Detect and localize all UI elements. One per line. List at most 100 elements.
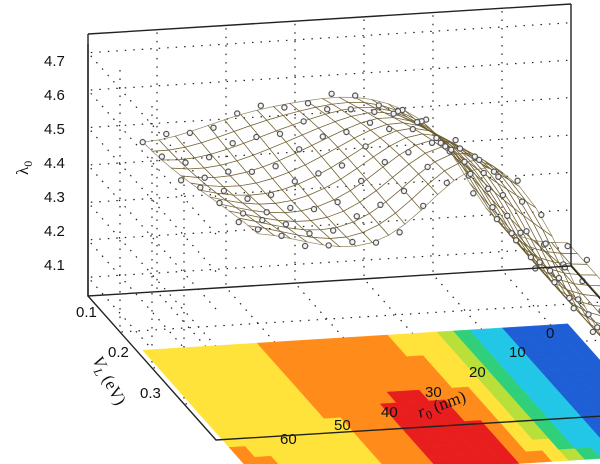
data-point	[244, 195, 251, 202]
floor-cell	[575, 390, 600, 403]
surface-cell	[395, 127, 424, 139]
data-point	[527, 254, 535, 261]
data-point	[551, 279, 558, 286]
data-point	[390, 110, 397, 117]
data-point	[490, 168, 498, 175]
z-tick-label: 4.3	[44, 189, 65, 206]
data-point	[253, 133, 260, 141]
z-tick-label: 4.6	[44, 87, 65, 104]
floor-cell	[581, 435, 600, 448]
data-point	[433, 134, 440, 142]
data-point	[334, 198, 341, 206]
z-tick-label: 4.5	[44, 121, 65, 138]
data-point	[377, 201, 384, 208]
data-point	[177, 177, 185, 184]
surface-cell	[200, 136, 228, 155]
box-edge	[87, 3, 572, 35]
surface-cell	[356, 156, 384, 180]
surface-cell	[266, 115, 294, 132]
floor-cell	[345, 461, 365, 464]
data-point	[248, 168, 256, 175]
data-point	[538, 211, 545, 219]
surface-cell	[293, 220, 322, 231]
data-point	[476, 156, 483, 164]
surface-cell	[330, 157, 358, 180]
data-point	[235, 218, 242, 226]
data-point	[220, 187, 228, 195]
data-point	[456, 145, 464, 152]
data-point	[442, 143, 449, 150]
floor-cell	[592, 389, 600, 400]
data-point	[304, 99, 312, 107]
floor-cell	[460, 454, 486, 464]
floor-cell	[411, 457, 434, 464]
data-point	[287, 204, 294, 212]
surface-cell	[308, 113, 336, 129]
data-point	[325, 242, 332, 249]
data-point	[428, 139, 436, 146]
surface-cell	[223, 114, 251, 132]
surface-cell	[360, 118, 388, 131]
box-edge	[87, 265, 600, 441]
grid-line	[86, 59, 572, 235]
z-axis-label: λ0	[13, 161, 35, 175]
surface-cell	[297, 176, 325, 196]
data-point	[272, 162, 279, 170]
y-tick-label: 30	[425, 384, 442, 401]
data-point	[574, 296, 582, 303]
floor-cell	[254, 455, 279, 464]
data-point	[396, 229, 403, 236]
surface-cell	[401, 173, 429, 200]
data-point	[493, 215, 501, 223]
data-point	[281, 104, 288, 111]
surface-cell	[427, 170, 455, 196]
z-tick-label: 4.1	[44, 257, 65, 274]
surface-cell	[324, 109, 353, 123]
data-point	[349, 238, 356, 246]
data-point	[495, 173, 502, 180]
y-tick-label: 0	[546, 325, 554, 342]
surface-cell	[550, 242, 579, 254]
surface-cell	[267, 212, 296, 222]
data-point	[414, 118, 421, 126]
surface-cell	[190, 182, 217, 194]
data-point	[471, 153, 478, 160]
data-point	[409, 125, 416, 133]
floor-cell	[476, 453, 503, 464]
surface-cell	[525, 201, 553, 237]
surface-cell	[394, 198, 422, 225]
data-point	[589, 328, 597, 336]
surface-cell	[379, 130, 407, 147]
x-tick-label: 0.3	[140, 385, 161, 402]
floor-cell	[378, 459, 400, 464]
data-point	[296, 146, 303, 153]
data-point	[353, 213, 360, 220]
surface-cell	[288, 100, 317, 112]
surface-cell	[247, 225, 276, 237]
grid-line	[119, 70, 600, 333]
surface-cell	[151, 149, 180, 161]
data-points	[139, 90, 600, 336]
z-tick-label: 4.4	[44, 155, 65, 172]
data-point	[210, 124, 217, 131]
surface-cell	[424, 146, 452, 163]
data-point	[424, 163, 431, 171]
data-point	[163, 130, 170, 138]
data-point	[452, 136, 459, 144]
data-point	[443, 179, 450, 187]
data-point	[330, 227, 337, 234]
surface-cell	[264, 227, 291, 239]
surface-cell	[336, 221, 364, 238]
data-point	[259, 216, 266, 224]
data-point	[542, 240, 549, 247]
surface-cell	[205, 185, 235, 196]
data-point	[448, 146, 455, 153]
surface-cell	[389, 137, 417, 156]
surface-cell	[170, 167, 199, 178]
data-point	[343, 128, 350, 136]
floor-cell	[444, 455, 469, 464]
floor-cell	[362, 460, 383, 464]
data-point	[366, 119, 374, 127]
surface-cell	[326, 210, 354, 228]
surface-cell	[405, 133, 433, 146]
